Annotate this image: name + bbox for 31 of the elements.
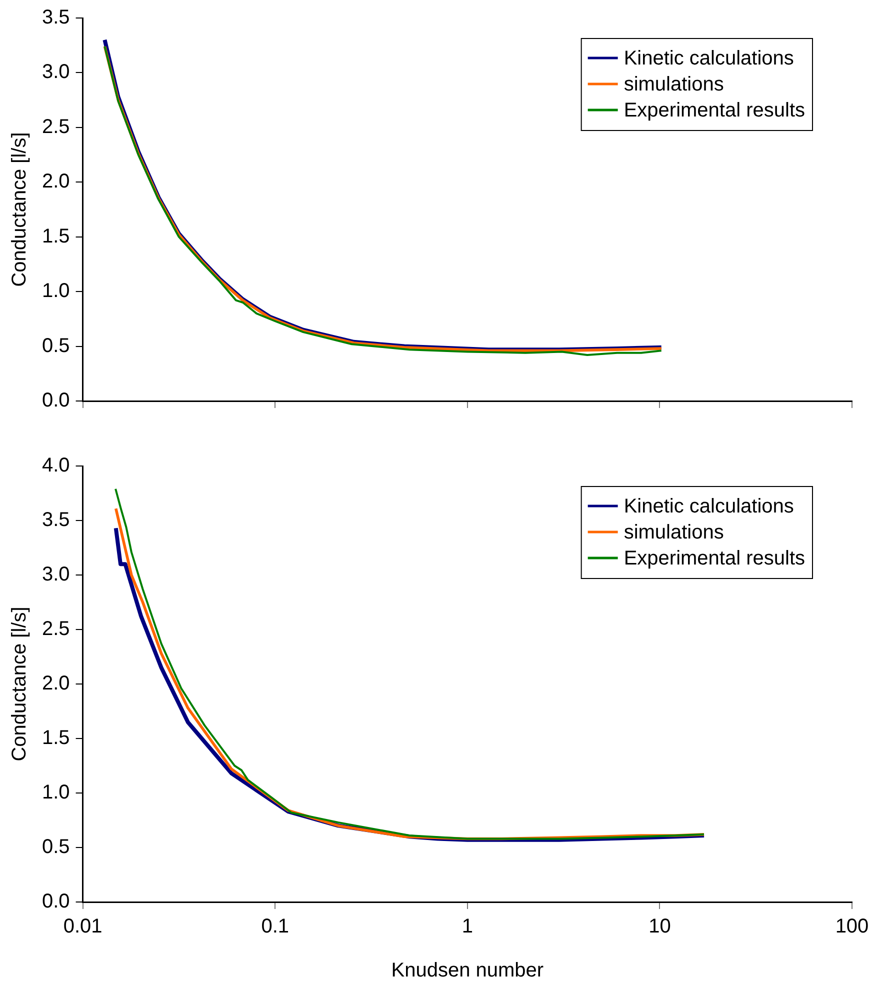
y-tick-label: 2.0 [42, 672, 70, 695]
legend-label: Experimental results [624, 100, 806, 122]
x-tick-label: 1 [462, 916, 473, 938]
y-tick-label: 4.0 [42, 454, 70, 477]
x-axis-title: Knudsen number [391, 960, 544, 982]
y-tick-label: 3.0 [42, 564, 70, 586]
legend-label: Kinetic calculations [624, 496, 794, 518]
x-tick-label: 100 [835, 916, 869, 938]
y-tick-label: 2.0 [42, 170, 70, 193]
y-tick-label: 0.0 [42, 890, 70, 913]
legend-label: Kinetic calculations [624, 48, 794, 70]
y-tick-label: 1.5 [42, 727, 70, 750]
x-tick-label: 0.1 [261, 916, 290, 938]
y-tick-label: 1.5 [42, 225, 70, 248]
y-tick-label: 3.0 [42, 61, 70, 84]
y-axis-title: Conductance [l/s] [8, 132, 31, 287]
y-tick-label: 0.5 [42, 334, 70, 357]
y-tick-label: 0.0 [42, 390, 70, 412]
legend-label: simulations [624, 522, 724, 544]
legend-label: simulations [624, 74, 724, 96]
y-tick-label: 2.5 [42, 618, 70, 640]
y-tick-label: 0.5 [42, 836, 70, 858]
legend-label: Experimental results [624, 548, 806, 570]
y-tick-label: 1.0 [42, 280, 70, 302]
y-tick-label: 3.5 [42, 6, 70, 29]
y-tick-label: 1.0 [42, 782, 70, 804]
x-tick-label: 10 [648, 916, 671, 938]
x-tick-label: 0.01 [63, 916, 102, 938]
y-axis-title: Conductance [l/s] [8, 606, 31, 762]
y-tick-label: 3.5 [42, 509, 70, 532]
y-tick-label: 2.5 [42, 116, 70, 138]
